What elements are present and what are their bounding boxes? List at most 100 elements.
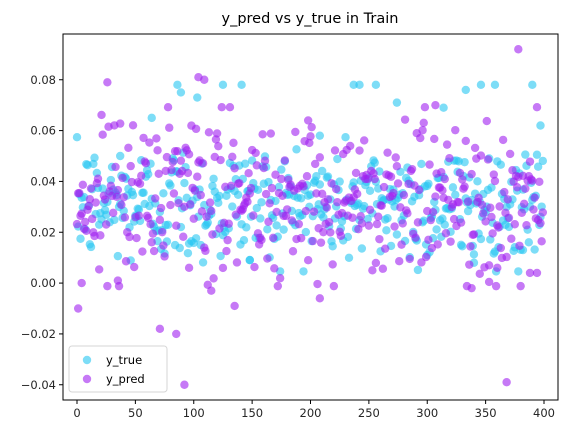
scatter-point-y_pred — [183, 168, 193, 178]
scatter-point-y_pred — [138, 247, 147, 256]
scatter-point-y_pred — [235, 178, 244, 188]
scatter-point-y_pred — [124, 143, 133, 152]
scatter-point-y_pred — [205, 198, 215, 207]
series-y_pred — [72, 45, 548, 389]
scatter-point-y_pred — [496, 243, 505, 253]
scatter-point-y_pred — [528, 176, 537, 185]
scatter-point-y_pred — [495, 202, 504, 211]
scatter-point-y_pred — [91, 198, 100, 207]
scatter-point-y_pred — [163, 103, 173, 112]
scatter-point-y_pred — [484, 261, 494, 270]
scatter-point-y_pred — [400, 115, 410, 124]
scatter-point-y_pred — [184, 150, 194, 159]
scatter-point-y_true — [252, 203, 261, 213]
scatter-point-y_pred — [502, 252, 511, 262]
scatter-point-y_pred — [525, 157, 535, 166]
legend-box — [68, 345, 168, 393]
scatter-point-y_pred — [456, 218, 466, 227]
scatter-point-y_pred — [308, 236, 318, 246]
scatter-point-y_pred — [228, 152, 237, 161]
scatter-point-y_true — [166, 181, 175, 190]
x-tick-label: 100 — [183, 406, 205, 420]
scatter-point-y_pred — [517, 208, 527, 217]
scatter-point-y_pred — [441, 229, 451, 238]
scatter-point-y_true — [365, 186, 375, 196]
scatter-point-y_pred — [146, 220, 155, 229]
scatter-point-y_pred — [482, 116, 491, 126]
scatter-point-y_true — [147, 113, 156, 123]
scatter-point-y_true — [533, 162, 543, 171]
scatter-point-y_pred — [319, 227, 328, 237]
scatter-point-y_true — [524, 238, 534, 247]
scatter-point-y_true — [239, 236, 249, 245]
scatter-point-y_pred — [130, 262, 139, 272]
scatter-point-y_pred — [209, 274, 218, 283]
scatter-point-y_pred — [272, 207, 281, 217]
scatter-point-y_pred — [336, 231, 346, 240]
scatter-point-y_pred — [217, 103, 226, 112]
scatter-point-y_pred — [153, 146, 162, 155]
scatter-point-y_pred — [378, 264, 388, 273]
scatter-point-y_pred — [398, 219, 407, 228]
scatter-point-y_true — [469, 250, 479, 259]
scatter-point-y_true — [237, 80, 246, 90]
scatter-point-y_true — [460, 157, 469, 167]
scatter-point-y_pred — [315, 294, 325, 303]
scatter-point-y_pred — [287, 216, 297, 225]
scatter-point-y_true — [528, 80, 537, 90]
scatter-point-y_pred — [390, 222, 399, 231]
scatter-point-y_true — [292, 145, 301, 154]
scatter-point-y_true — [392, 230, 402, 239]
scatter-point-y_pred — [117, 200, 126, 210]
scatter-point-y_pred — [155, 215, 165, 225]
scatter-point-y_pred — [214, 141, 223, 151]
scatter-point-y_pred — [494, 223, 503, 232]
scatter-point-y_true — [319, 213, 328, 222]
scatter-point-y_pred — [413, 218, 423, 227]
scatter-point-y_pred — [101, 220, 111, 229]
scatter-point-y_true — [159, 189, 168, 198]
scatter-point-y_pred — [489, 170, 498, 179]
scatter-point-y_pred — [507, 234, 516, 243]
scatter-point-y_true — [363, 214, 372, 224]
scatter-point-y_true — [370, 158, 379, 167]
scatter-point-y_true — [218, 80, 228, 90]
scatter-point-y_pred — [212, 129, 222, 138]
scatter-point-y_pred — [395, 257, 404, 266]
scatter-point-y_true — [424, 179, 433, 188]
scatter-point-y_true — [432, 225, 441, 234]
scatter-point-y_pred — [208, 230, 217, 239]
scatter-point-y_pred — [498, 135, 508, 145]
scatter-point-y_pred — [78, 180, 88, 190]
scatter-point-y_true — [299, 267, 308, 276]
scatter-point-y_pred — [215, 224, 224, 233]
scatter-point-y_pred — [425, 160, 434, 169]
scatter-point-y_pred — [251, 148, 260, 158]
scatter-point-y_pred — [532, 268, 542, 278]
scatter-point-y_pred — [525, 268, 535, 278]
scatter-point-y_pred — [381, 244, 390, 253]
scatter-point-y_pred — [302, 172, 312, 181]
scatter-point-y_pred — [273, 281, 283, 291]
scatter-point-y_pred — [265, 199, 274, 208]
scatter-point-y_pred — [264, 217, 273, 226]
scatter-point-y_pred — [360, 136, 369, 145]
scatter-point-y_pred — [327, 179, 336, 188]
scatter-point-y_pred — [417, 258, 426, 267]
scatter-point-y_true — [279, 225, 288, 234]
scatter-point-y_pred — [172, 221, 181, 230]
scatter-point-y_pred — [307, 122, 316, 132]
scatter-point-y_true — [193, 93, 202, 102]
scatter-point-y_pred — [405, 254, 414, 264]
scatter-point-y_pred — [173, 146, 182, 156]
scatter-point-y_pred — [379, 182, 389, 192]
scatter-point-y_pred — [357, 219, 367, 228]
scatter-point-y_pred — [179, 232, 188, 241]
scatter-point-y_pred — [383, 148, 392, 157]
scatter-point-y_true — [530, 245, 539, 254]
scatter-point-y_pred — [257, 235, 266, 245]
scatter-point-y_true — [116, 151, 125, 161]
scatter-point-y_pred — [113, 185, 123, 195]
scatter-point-y_pred — [374, 212, 383, 221]
